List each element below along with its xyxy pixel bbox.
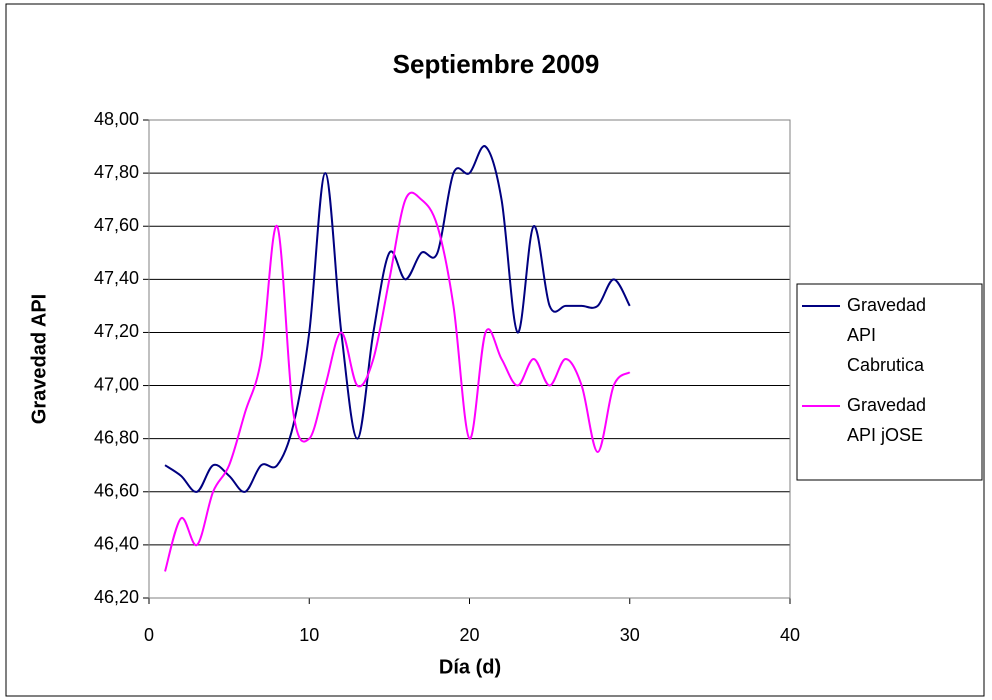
y-tick-label: 47,20 <box>94 321 139 341</box>
plot-area <box>148 119 791 599</box>
y-tick-label: 47,40 <box>94 268 139 288</box>
x-tick-label: 0 <box>144 625 154 645</box>
y-tick-label: 46,20 <box>94 587 139 607</box>
x-tick-label: 20 <box>459 625 479 645</box>
chart-title: Septiembre 2009 <box>393 49 600 79</box>
y-axis-label: Gravedad API <box>28 294 50 424</box>
x-tick-label: 40 <box>780 625 800 645</box>
series-line <box>164 145 631 493</box>
x-axis-label: Día (d) <box>439 656 501 678</box>
x-tick-label: 10 <box>299 625 319 645</box>
legend <box>796 283 983 481</box>
y-tick-label: 47,60 <box>94 215 139 235</box>
y-tick-label: 47,00 <box>94 374 139 394</box>
y-tick-label: 46,80 <box>94 427 139 447</box>
legend-label: Gravedad API Cabrutica <box>847 295 926 375</box>
y-tick-label: 46,40 <box>94 534 139 554</box>
y-tick-label: 47,80 <box>94 162 139 182</box>
x-tick-label: 30 <box>620 625 640 645</box>
series-line <box>164 191 631 572</box>
y-tick-label: 46,60 <box>94 481 139 501</box>
y-tick-label: 48,00 <box>94 109 139 129</box>
legend-label: Gravedad API jOSE <box>847 395 926 445</box>
